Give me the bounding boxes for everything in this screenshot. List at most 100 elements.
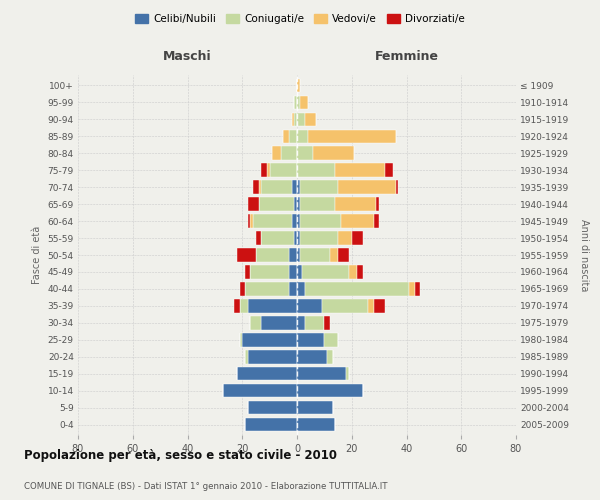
Bar <box>297 384 363 398</box>
Bar <box>297 112 305 126</box>
Bar <box>415 282 420 296</box>
Bar <box>305 112 316 126</box>
Bar <box>300 180 338 194</box>
Bar <box>242 334 297 346</box>
Bar <box>330 248 338 262</box>
Bar <box>253 180 259 194</box>
Text: Femmine: Femmine <box>374 50 439 63</box>
Bar <box>297 164 335 176</box>
Bar <box>245 350 248 364</box>
Bar <box>374 300 385 312</box>
Bar <box>248 214 250 228</box>
Bar <box>259 180 262 194</box>
Bar <box>297 248 300 262</box>
Bar <box>294 198 297 210</box>
Bar <box>374 214 379 228</box>
Bar <box>289 266 297 278</box>
Bar <box>262 316 297 330</box>
Bar <box>250 214 253 228</box>
Bar <box>297 418 335 432</box>
Bar <box>300 198 335 210</box>
Bar <box>262 180 292 194</box>
Bar <box>245 418 297 432</box>
Bar <box>269 164 297 176</box>
Bar <box>239 282 245 296</box>
Bar <box>300 248 330 262</box>
Bar <box>272 146 281 160</box>
Bar <box>297 198 300 210</box>
Bar <box>349 266 357 278</box>
Bar <box>300 232 338 244</box>
Bar <box>283 130 289 143</box>
Bar <box>352 232 363 244</box>
Bar <box>297 130 308 143</box>
Bar <box>237 248 256 262</box>
Bar <box>237 367 297 380</box>
Legend: Celibi/Nubili, Coniugati/e, Vedovi/e, Divorziati/e: Celibi/Nubili, Coniugati/e, Vedovi/e, Di… <box>131 10 469 29</box>
Bar <box>297 232 300 244</box>
Bar <box>289 282 297 296</box>
Bar <box>335 198 376 210</box>
Bar <box>292 112 294 126</box>
Bar <box>297 401 332 414</box>
Bar <box>305 316 325 330</box>
Y-axis label: Anni di nascita: Anni di nascita <box>579 219 589 291</box>
Bar <box>305 282 409 296</box>
Bar <box>338 232 352 244</box>
Bar <box>341 214 374 228</box>
Bar <box>338 180 395 194</box>
Bar <box>335 164 385 176</box>
Bar <box>297 334 325 346</box>
Bar <box>395 180 398 194</box>
Bar <box>409 282 415 296</box>
Bar <box>262 164 267 176</box>
Bar <box>256 232 262 244</box>
Bar <box>248 198 259 210</box>
Bar <box>297 282 305 296</box>
Bar <box>289 130 297 143</box>
Bar <box>357 266 363 278</box>
Bar <box>300 96 308 109</box>
Bar <box>325 316 330 330</box>
Bar <box>385 164 393 176</box>
Bar <box>327 350 332 364</box>
Bar <box>248 350 297 364</box>
Bar <box>297 367 346 380</box>
Bar <box>297 316 305 330</box>
Bar <box>292 214 297 228</box>
Bar <box>289 248 297 262</box>
Bar <box>281 146 297 160</box>
Bar <box>245 266 250 278</box>
Bar <box>239 334 242 346</box>
Bar <box>245 282 289 296</box>
Text: COMUNE DI TIGNALE (BS) - Dati ISTAT 1° gennaio 2010 - Elaborazione TUTTITALIA.IT: COMUNE DI TIGNALE (BS) - Dati ISTAT 1° g… <box>24 482 388 491</box>
Bar <box>297 96 300 109</box>
Bar <box>256 248 289 262</box>
Bar <box>297 266 302 278</box>
Y-axis label: Fasce di età: Fasce di età <box>32 226 42 284</box>
Bar <box>338 248 349 262</box>
Bar <box>300 214 341 228</box>
Bar <box>292 180 297 194</box>
Bar <box>297 214 300 228</box>
Bar <box>239 300 248 312</box>
Bar <box>262 232 294 244</box>
Text: Maschi: Maschi <box>163 50 212 63</box>
Bar <box>297 180 300 194</box>
Bar <box>297 146 313 160</box>
Bar <box>297 350 327 364</box>
Bar <box>259 198 294 210</box>
Bar <box>253 214 292 228</box>
Bar <box>297 78 300 92</box>
Text: Popolazione per età, sesso e stato civile - 2010: Popolazione per età, sesso e stato civil… <box>24 450 337 462</box>
Bar <box>223 384 297 398</box>
Bar <box>248 300 297 312</box>
Bar <box>250 266 289 278</box>
Bar <box>267 164 269 176</box>
Bar <box>250 316 262 330</box>
Bar <box>248 401 297 414</box>
Bar <box>294 232 297 244</box>
Bar <box>368 300 374 312</box>
Bar <box>294 112 297 126</box>
Bar <box>346 367 349 380</box>
